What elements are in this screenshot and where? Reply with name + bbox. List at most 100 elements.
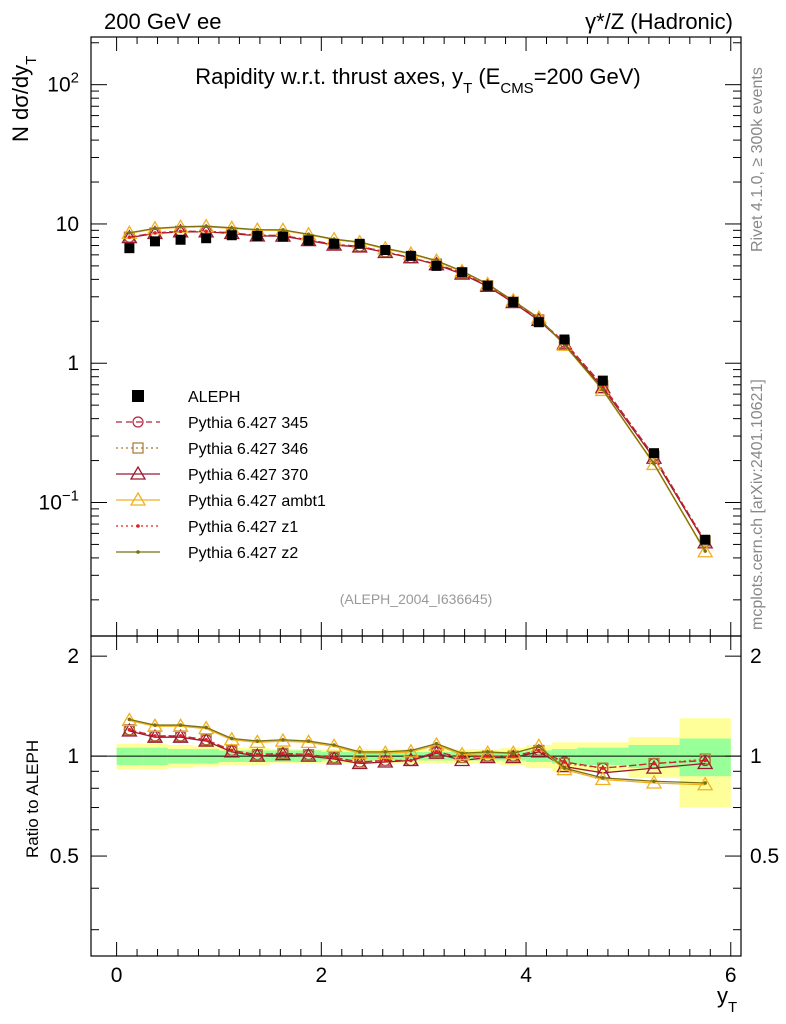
ratio-series-point [255,752,260,757]
ratio-series-point [255,739,260,743]
x-tick-label: 6 [725,964,737,987]
series-point [652,461,656,466]
series-line [129,230,706,542]
ratio-series-point [460,755,464,760]
ratio-series-point [204,725,208,730]
ratio-y-tick-label: 0.5 [50,845,79,868]
legend-marker [132,442,144,454]
x-axis-label: yT [717,983,737,1016]
x-tick-label: 4 [520,964,532,987]
x-tick-label: 2 [315,964,327,987]
data-point [175,234,186,245]
ratio-series-point [511,754,516,758]
legend-label: Pythia 6.427 345 [188,415,308,432]
ratio-series-point [146,728,164,743]
legend-label: Pythia 6.427 346 [188,441,308,458]
ratio-series-point [652,779,656,784]
series-point [697,543,714,558]
data-point [700,534,711,545]
data-point [303,235,314,246]
header-right: γ*/Z (Hadronic) [585,9,733,34]
ratio-y-axis-label: Ratio to ALEPH [23,740,42,858]
legend-label: Pythia 6.427 z2 [188,545,298,562]
series-point [204,224,208,228]
series-point [204,229,208,234]
y-tick-label: 102 [47,70,79,97]
series-point [594,382,611,397]
legend-label-data: ALEPH [188,389,240,406]
data-point [559,334,570,345]
data-point [226,230,237,241]
ratio-series-point [281,737,285,742]
y-axis-label: N dσ/dyT [8,56,40,142]
chart-title: Rapidity w.r.t. thrust axes, yT (ECMS=20… [195,64,640,97]
data-point [431,260,442,271]
data-point [124,243,135,254]
ratio-series-point [652,761,656,766]
ratio-series-point [460,751,464,756]
ratio-series-point [537,748,541,753]
series-point [178,229,183,234]
data-point [354,238,365,249]
ratio-series-point [434,741,439,746]
ratio-series-point [485,750,490,754]
series-point [178,224,183,229]
data-point [329,238,340,249]
data-point [533,317,544,328]
data-point [457,267,468,278]
ratio-series-point [351,755,368,770]
ratio-series-point [306,739,311,743]
ratio-series-point [178,723,183,727]
data-point [149,236,160,247]
ratio-series-point [229,748,234,753]
data-point [252,230,263,241]
ratio-series-point [697,776,714,791]
ratio-series-point [153,723,157,727]
ratio-series-point [383,750,388,754]
ratio-series-point [229,736,234,741]
ratio-series-point [178,734,183,738]
ratio-series-point [645,759,663,774]
header-left: 200 GeV ee [104,9,221,34]
legend-marker [136,550,140,554]
ratio-series-point [121,722,138,737]
ratio-series-point [357,750,362,754]
data-point [201,233,212,244]
x-tick-label: 0 [111,964,123,987]
ratio-series-point [703,781,707,785]
ratio-y-tick-label-right: 2 [750,645,762,668]
ratio-plot-frame [90,635,742,957]
ratio-series-point [601,766,605,770]
ratio-series-point [383,758,388,763]
rivet-label: Rivet 4.1.0, ≥ 300k events [749,67,766,252]
series-point [281,228,285,232]
series-point [306,232,311,237]
series-point [153,231,157,235]
ratio-y-tick-label-right: 1 [750,745,762,768]
series-point [255,227,260,232]
legend-marker [136,524,140,528]
ratio-series-point [306,752,311,757]
ratio-y-tick-label-right: 0.5 [750,845,779,868]
data-point [277,231,288,242]
ratio-series-point [127,717,132,722]
legend-marker [129,465,147,480]
mcplots-label: mcplots.cern.ch [arXiv:2401.10621] [749,379,766,630]
series-point [121,229,138,244]
legend-marker-data [132,390,144,402]
y-tick-label: 1 [67,352,79,375]
ratio-series-point [357,760,362,764]
ratio-series-point [601,776,605,780]
ratio-series-point [485,754,490,758]
ratio-series-point [198,732,215,747]
ratio-series-point [249,747,266,762]
ratio-series-point [562,760,567,764]
series-point [153,226,157,231]
analysis-id: (ALEPH_2004_I636645) [340,591,493,607]
series-point [127,230,132,235]
data-point [380,245,391,256]
series-point [127,235,132,239]
ratio-series-point [153,734,157,738]
ratio-series-point [223,743,240,758]
series-point [229,226,234,230]
